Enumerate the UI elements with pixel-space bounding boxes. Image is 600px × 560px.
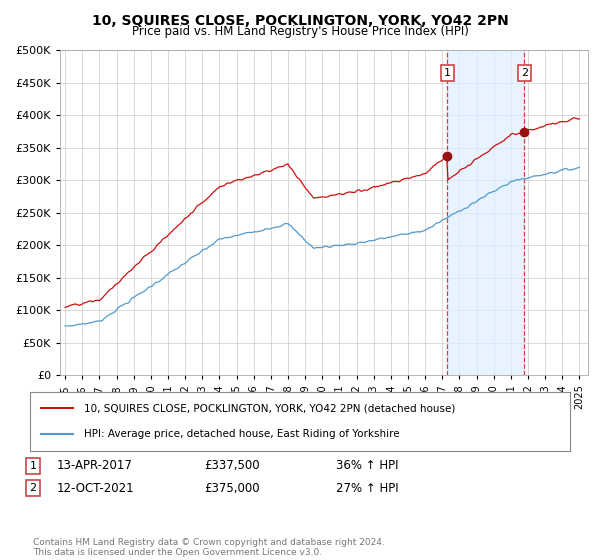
Text: £337,500: £337,500 — [204, 459, 260, 473]
Text: 2: 2 — [521, 68, 528, 78]
Text: 2: 2 — [29, 483, 37, 493]
Text: 10, SQUIRES CLOSE, POCKLINGTON, YORK, YO42 2PN (detached house): 10, SQUIRES CLOSE, POCKLINGTON, YORK, YO… — [84, 403, 455, 413]
Text: Price paid vs. HM Land Registry's House Price Index (HPI): Price paid vs. HM Land Registry's House … — [131, 25, 469, 38]
Bar — [447, 50, 524, 375]
Text: Contains HM Land Registry data © Crown copyright and database right 2024.
This d: Contains HM Land Registry data © Crown c… — [33, 538, 385, 557]
Text: 13-APR-2017: 13-APR-2017 — [57, 459, 133, 473]
Text: 27% ↑ HPI: 27% ↑ HPI — [336, 482, 398, 495]
Text: 12-OCT-2021: 12-OCT-2021 — [57, 482, 134, 495]
Text: 10, SQUIRES CLOSE, POCKLINGTON, YORK, YO42 2PN: 10, SQUIRES CLOSE, POCKLINGTON, YORK, YO… — [92, 14, 508, 28]
Text: 1: 1 — [29, 461, 37, 471]
Text: £375,000: £375,000 — [204, 482, 260, 495]
Text: HPI: Average price, detached house, East Riding of Yorkshire: HPI: Average price, detached house, East… — [84, 430, 400, 440]
Text: 1: 1 — [444, 68, 451, 78]
Text: 36% ↑ HPI: 36% ↑ HPI — [336, 459, 398, 473]
